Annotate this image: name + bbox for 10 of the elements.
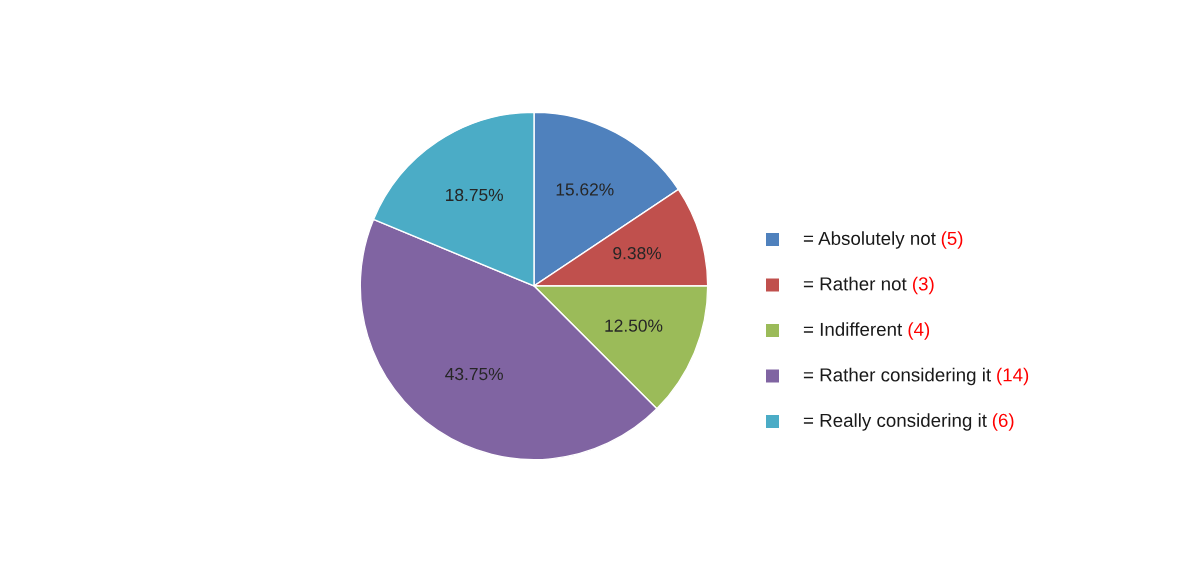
legend-label: = Really considering it (6) [803, 413, 1014, 431]
data-label: 18.75% [446, 188, 503, 202]
data-label: 9.38% [613, 247, 662, 260]
legend-label: = Absolutely not (5) [803, 231, 963, 249]
data-label: 15.62% [556, 183, 614, 196]
data-label: 43.75% [445, 367, 503, 381]
legend-label: = Indifferent (4) [803, 322, 930, 340]
legend-label: = Rather not (3) [803, 276, 934, 295]
legend-label: = Rather considering it (14) [803, 367, 1029, 386]
data-label: 12.50% [605, 319, 663, 332]
